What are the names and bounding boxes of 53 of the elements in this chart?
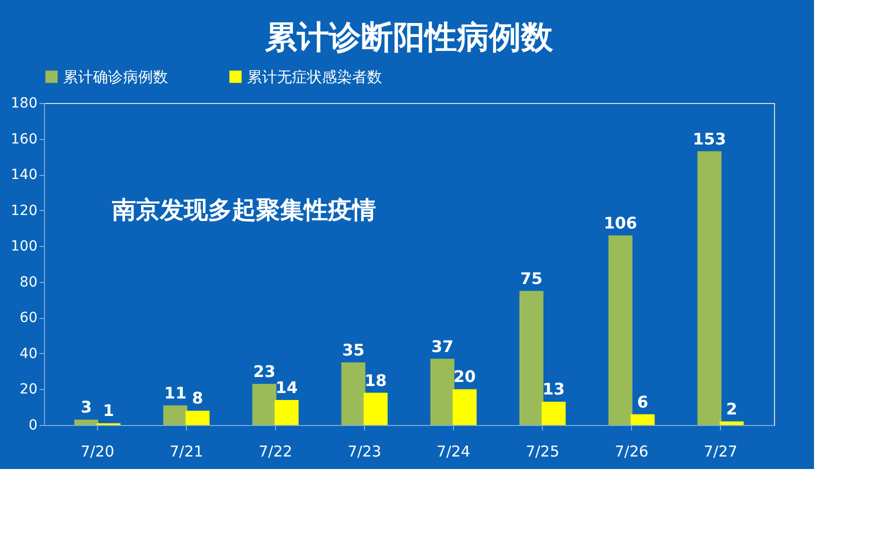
data-label: 106: [604, 213, 638, 232]
x-tick-label: 7/24: [436, 442, 470, 460]
bar: [519, 290, 544, 425]
y-tick-label: 100: [10, 238, 38, 255]
data-label: 35: [342, 340, 364, 360]
annotation: 南京发现多起聚集性疫情: [111, 196, 376, 224]
bar: [697, 151, 722, 425]
bar: [630, 414, 655, 425]
bar: [720, 421, 744, 425]
bar: [163, 405, 188, 425]
data-label: 11: [164, 383, 186, 402]
x-tick-label: 7/23: [348, 442, 382, 460]
data-label: 13: [542, 380, 565, 399]
data-label: 37: [431, 336, 454, 356]
y-tick-label: 120: [10, 202, 38, 219]
bar: [542, 402, 566, 425]
data-label: 1: [102, 401, 114, 420]
bar: [608, 235, 632, 425]
y-tick-label: 140: [10, 167, 38, 184]
y-tick-label: 80: [20, 274, 38, 290]
bar: [364, 392, 388, 425]
y-tick-label: 180: [10, 96, 38, 112]
y-tick-label: 60: [20, 310, 38, 326]
x-tick-label: 7/25: [526, 442, 560, 460]
bar: [430, 358, 454, 425]
y-tick-label: 20: [20, 382, 38, 398]
data-label: 14: [275, 378, 298, 397]
legend-label: 累计确诊病例数: [63, 68, 168, 86]
data-label: 8: [192, 388, 204, 408]
x-tick-label: 7/26: [614, 442, 648, 460]
x-tick-label: 7/20: [80, 442, 114, 460]
x-tick-label: 7/27: [704, 442, 738, 460]
bar: [452, 389, 477, 425]
data-label: 23: [253, 362, 276, 381]
y-tick-label: 160: [10, 131, 38, 148]
bar: [274, 400, 299, 425]
bar: [186, 410, 210, 425]
legend-label: 累计无症状感染者数: [247, 68, 382, 86]
bar: [74, 420, 98, 425]
x-tick-label: 7/22: [258, 442, 292, 460]
data-label: 153: [692, 129, 726, 148]
chart-title: 累计诊断阳性病例数: [265, 18, 554, 56]
y-tick-label: 0: [28, 418, 38, 434]
data-label: 2: [726, 399, 738, 418]
data-label: 20: [454, 367, 476, 386]
y-tick-label: 40: [20, 346, 38, 362]
x-tick-label: 7/21: [170, 442, 204, 460]
data-label: 75: [520, 268, 543, 288]
bar: [341, 362, 366, 425]
data-label: 3: [80, 398, 92, 417]
data-label: 6: [637, 392, 648, 412]
data-label: 18: [364, 370, 387, 390]
bar: [252, 384, 276, 425]
